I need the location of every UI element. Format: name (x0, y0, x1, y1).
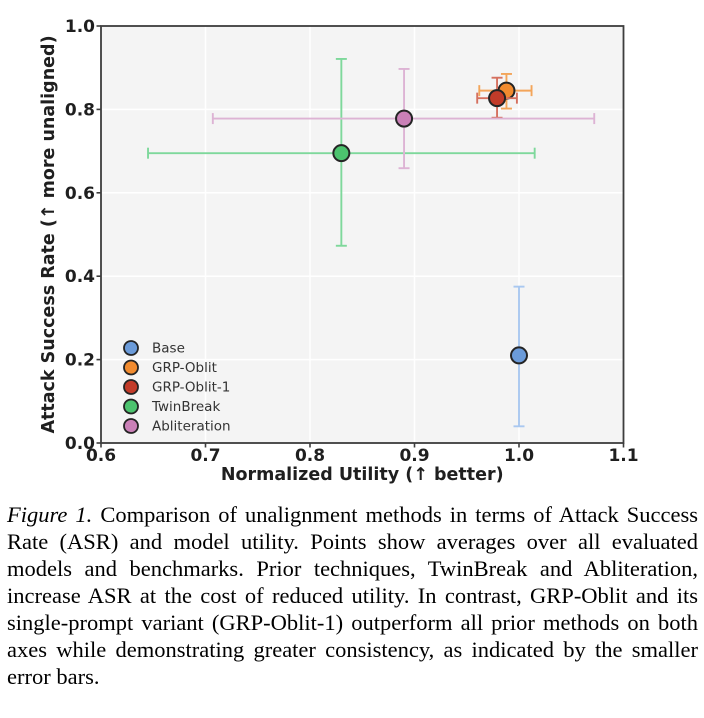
x-axis-label: Normalized Utility (↑ better) (221, 465, 504, 485)
y-axis-label: Attack Success Rate (↑ more unaligned) (39, 35, 59, 433)
legend: Base GRP-Oblit GRP-Oblit-1 TwinBreak Abliter… (123, 340, 231, 435)
series-grp-oblit-1 (476, 76, 518, 119)
legend-item-base: Base (123, 340, 185, 357)
data-point-grp-oblit-1 (488, 89, 507, 108)
data-point-twinbreak (332, 144, 351, 163)
legend-item-grp-oblit: GRP-Oblit (123, 359, 217, 376)
legend-marker-grp-oblit-1 (123, 379, 139, 395)
series-twinbreak (147, 57, 536, 247)
legend-marker-base (123, 340, 139, 356)
legend-label-twinbreak: TwinBreak (151, 399, 220, 415)
legend-label-grp-oblit-1: GRP-Oblit-1 (152, 380, 230, 396)
y-tick-label: 1.0 (65, 17, 95, 37)
x-tick-label: 0.9 (399, 446, 429, 466)
y-tick-label: 0.8 (65, 100, 95, 120)
y-tick-label: 0.4 (65, 267, 95, 287)
data-point-abliteration (395, 109, 414, 128)
caption-label: Figure 1. (7, 502, 93, 527)
legend-label-base: Base (152, 341, 185, 357)
legend-label-abliteration: Abliteration (152, 419, 231, 435)
legend-label-grp-oblit: GRP-Oblit (152, 360, 217, 376)
legend-marker-abliteration (123, 418, 139, 434)
series-base (510, 285, 528, 428)
x-tick-label: 1.0 (504, 446, 534, 466)
y-tick-label: 0.6 (65, 184, 95, 204)
series-abliteration (211, 68, 596, 170)
legend-item-twinbreak: TwinBreak (123, 398, 220, 415)
figure-chart: 0.6 0.7 0.8 0.9 1.0 1.10.00.20.40.60.81.0Norm… (39, 17, 639, 485)
x-tick-label: 1.1 (608, 446, 638, 466)
x-tick-label: 0.6 (86, 446, 116, 466)
y-tick-label: 0.0 (65, 434, 95, 454)
paper-figure: 0.6 0.7 0.8 0.9 1.0 1.1 0.0 0.2 0.4 0.6 0.8 1.0 Norm… (0, 17, 704, 690)
figure-caption: Figure 1. Comparison of unalignment meth… (0, 501, 704, 690)
legend-item-abliteration: Abliteration (123, 418, 231, 435)
plot-area (101, 26, 624, 443)
legend-marker-twinbreak (123, 398, 139, 415)
legend-item-grp-oblit-1: GRP-Oblit-1 (123, 379, 230, 396)
legend-marker-grp-oblit (123, 359, 139, 376)
x-tick-label: 0.8 (295, 446, 325, 466)
plot-border (100, 25, 625, 444)
caption-text: Comparison of unalignment methods in ter… (7, 502, 699, 689)
data-point-base (510, 346, 528, 365)
y-tick-label: 0.2 (65, 351, 95, 371)
x-tick-label: 0.7 (190, 446, 220, 466)
